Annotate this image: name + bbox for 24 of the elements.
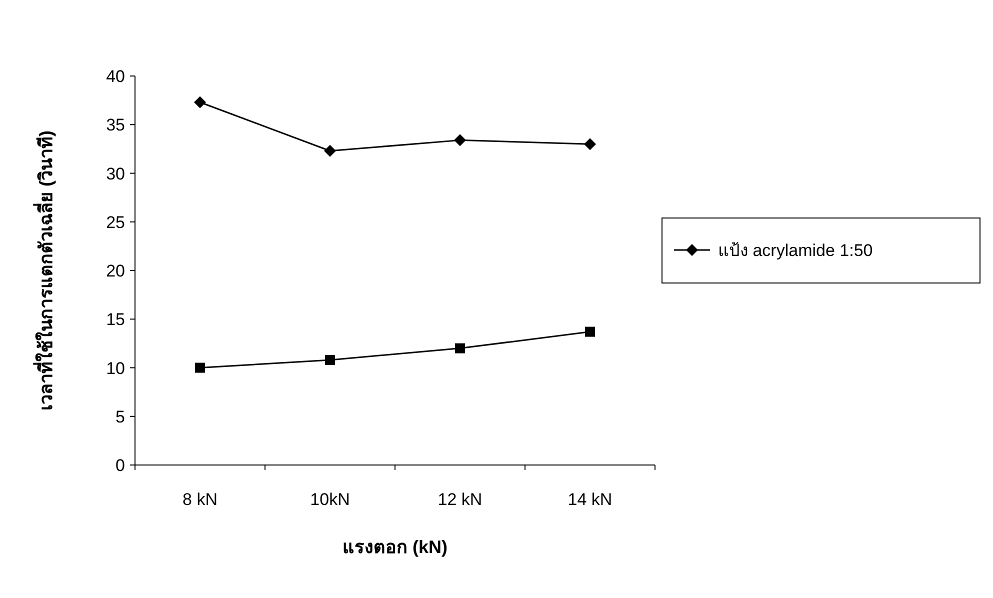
legend-label: แป้ง acrylamide 1:50 bbox=[718, 241, 873, 260]
point bbox=[585, 326, 595, 337]
point bbox=[324, 144, 336, 157]
point bbox=[325, 354, 335, 365]
y-tick-label: 0 bbox=[116, 456, 125, 475]
y-tick-label: 40 bbox=[106, 67, 125, 86]
point bbox=[455, 343, 465, 354]
point bbox=[194, 96, 206, 108]
point bbox=[584, 138, 596, 150]
y-tick-label: 10 bbox=[106, 358, 125, 378]
point bbox=[454, 134, 466, 146]
x-tick-label: 12 kN bbox=[438, 490, 482, 509]
y-tick-label: 30 bbox=[106, 164, 125, 184]
y-tick-label: 25 bbox=[106, 212, 125, 232]
point bbox=[195, 362, 205, 373]
x-axis-title: แรงตอก (kN) bbox=[342, 537, 448, 557]
y-tick-label: 35 bbox=[106, 116, 125, 135]
x-tick-label: 8 kN bbox=[182, 490, 218, 509]
y-axis-title: เวลาที่ใช้ในการแตกตัวเฉลี่ย (วินาที) bbox=[33, 130, 56, 410]
x-tick-label: 14 kN bbox=[568, 490, 612, 509]
y-tick-label: 20 bbox=[106, 262, 125, 280]
y-tick-label: 5 bbox=[116, 407, 125, 426]
x-tick-label: 10kN bbox=[310, 490, 350, 509]
y-tick-label: 15 bbox=[106, 310, 125, 330]
